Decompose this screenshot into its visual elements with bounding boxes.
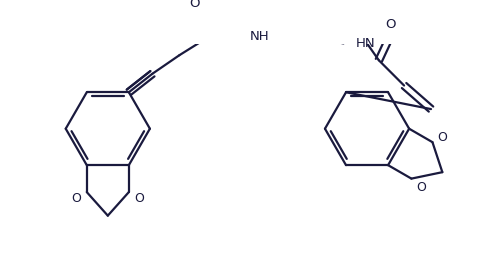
- Text: O: O: [189, 0, 200, 10]
- Text: O: O: [438, 131, 447, 144]
- Text: O: O: [134, 192, 144, 205]
- Text: O: O: [72, 192, 82, 205]
- Text: HN: HN: [355, 37, 375, 50]
- Text: O: O: [385, 18, 396, 31]
- Text: O: O: [416, 181, 426, 193]
- Text: NH: NH: [250, 30, 270, 43]
